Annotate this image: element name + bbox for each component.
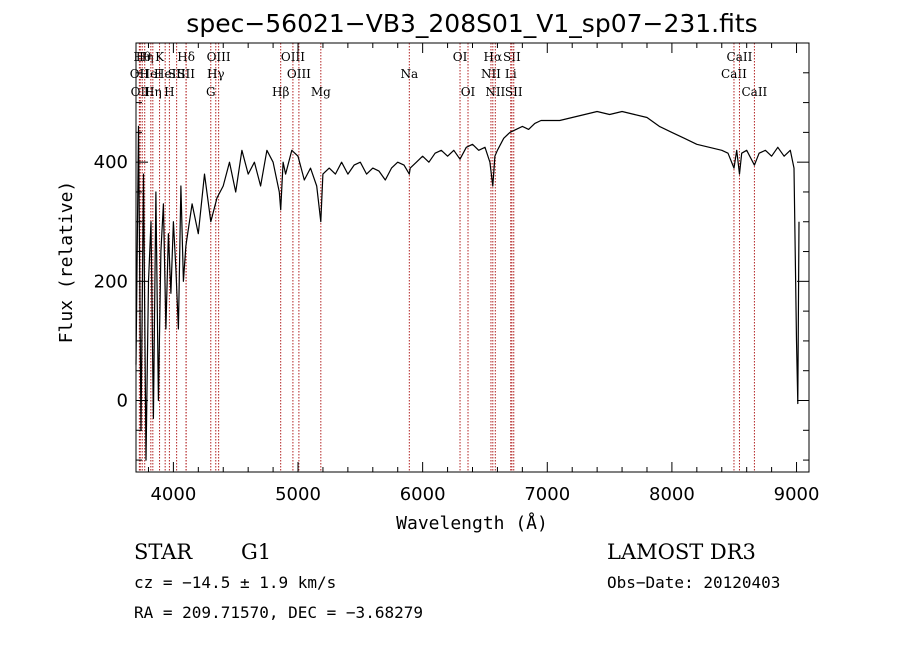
obs-date: Obs−Date: 20120403 [607, 573, 780, 592]
line-marker-label-22: NII [481, 67, 501, 81]
x-tick-label-5: 9000 [774, 484, 820, 505]
x-tick-label-4: 8000 [649, 484, 695, 505]
line-marker-label-15: Hβ [272, 85, 289, 99]
line-marker-label-23: Hα [484, 50, 503, 64]
x-tick-label-0: 4000 [150, 484, 196, 505]
line-marker-label-2: Hθ [133, 50, 151, 64]
line-marker-label-24: NII [485, 85, 505, 99]
line-marker-label-30: CaII [741, 85, 767, 99]
line-marker-label-13: Hγ [207, 67, 225, 81]
line-marker-label-4: HeI [140, 67, 163, 81]
line-marker-label-18: Mg [311, 85, 331, 99]
y-tick-label-2: 400 [94, 152, 128, 173]
line-marker-label-21: OI [461, 85, 476, 99]
x-tick-label-3: 7000 [524, 484, 570, 505]
redshift-readout: cz = −14.5 ± 1.9 km/s [134, 573, 336, 592]
line-marker-label-11: SII [177, 67, 195, 81]
y-tick-label-0: 0 [117, 391, 128, 412]
x-tick-label-1: 5000 [275, 484, 321, 505]
line-marker-label-29: CaII [727, 50, 753, 64]
x-tick-label-2: 6000 [400, 484, 446, 505]
line-marker-label-27: SII [505, 85, 523, 99]
survey-label: LAMOST DR3 [607, 540, 756, 564]
spectral-subclass: G1 [241, 540, 271, 564]
line-marker-label-3: Hη [136, 50, 154, 64]
line-marker-label-8: H [164, 85, 174, 99]
y-axis-label: Flux (relative) [56, 181, 77, 344]
line-marker-label-1: OII [131, 85, 151, 99]
line-marker-label-10: Hδ [177, 50, 195, 64]
coordinates: RA = 209.71570, DEC = −3.68279 [134, 603, 423, 622]
chart-title: spec−56021−VB3_208S01_V1_sp07−231.fits [186, 9, 757, 38]
line-marker-label-26: SII [503, 50, 521, 64]
line-marker-label-19: Na [400, 67, 418, 81]
series-line-spectrum [135, 110, 800, 461]
line-marker-label-6: K [155, 50, 165, 64]
line-marker-label-12: G [206, 85, 216, 99]
plot-frame [135, 42, 810, 473]
line-marker-label-7: HeI [154, 67, 177, 81]
line-marker-label-17: OIII [287, 67, 311, 81]
line-marker-label-16: OIII [281, 50, 305, 64]
line-marker-label-28: CaII [721, 67, 747, 81]
line-marker-label-25: Li [505, 67, 517, 81]
line-marker-label-20: OI [453, 50, 468, 64]
spectral-class: STAR [134, 540, 193, 564]
line-marker-label-14: OIII [207, 50, 231, 64]
y-tick-label-1: 200 [94, 271, 128, 292]
line-marker-label-9: SII [168, 67, 186, 81]
line-marker-label-5: Hη [144, 85, 162, 99]
x-axis-label: Wavelength (Å) [396, 512, 548, 534]
